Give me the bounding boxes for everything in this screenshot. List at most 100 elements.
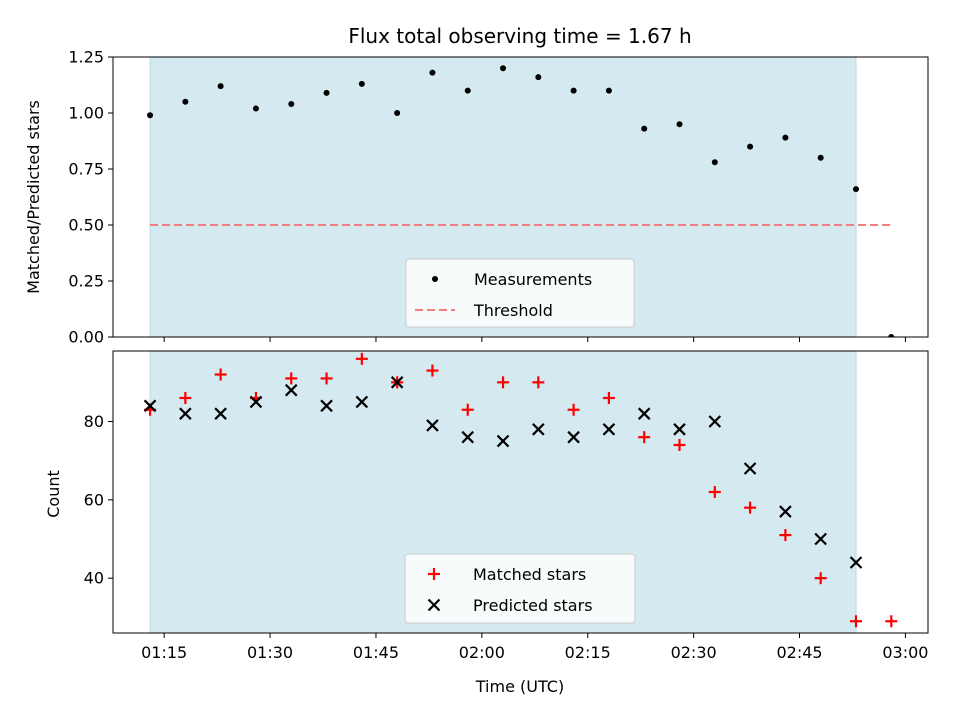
top-series0-point-6 (358, 80, 365, 87)
top-ytick-label-0: 0.00 (68, 328, 104, 347)
bottom-series1-point-0 (143, 399, 157, 413)
bottom-series0-point-11 (532, 376, 545, 389)
bottom-legend-swatch-0 (428, 568, 440, 580)
bottom-series1-point-3-b (249, 395, 263, 409)
top-legend-label-1: Threshold (473, 301, 553, 320)
bottom-series1-point-14-b (637, 407, 651, 420)
top-series0-point-8 (429, 69, 436, 76)
bottom-series1-point-1-b (179, 407, 192, 420)
top-series0-point-16 (711, 159, 718, 166)
top-series0-point-12 (570, 87, 577, 94)
bottom-xtick-label-3: 02:00 (459, 643, 505, 662)
bottom-series1-point-9-b (461, 430, 475, 444)
bottom-series1-point-15-b (673, 423, 686, 436)
bottom-series0-point-19 (814, 572, 827, 585)
bottom-series0-point-15 (673, 439, 686, 451)
bottom-legend-swatch-1-b (427, 598, 441, 612)
bottom-legend-swatch-1 (427, 598, 441, 612)
top-series0-point-5 (323, 89, 330, 96)
bottom-series1-point-3 (249, 395, 263, 409)
top-series0-point-7 (394, 110, 401, 116)
bottom-series0-point-1 (179, 392, 192, 404)
bottom-series1-point-7-b (390, 376, 404, 389)
bottom-plot-area (143, 352, 898, 628)
top-ytick-label-5: 1.25 (68, 48, 104, 67)
top-legend-swatch-0 (432, 276, 438, 282)
bottom-series1-point-1 (179, 407, 192, 420)
bottom-series0-point-6 (355, 352, 368, 365)
bottom-xtick-label-5: 02:30 (671, 643, 717, 662)
bottom-legend-label-1: Predicted stars (473, 596, 593, 615)
bottom-xtick-label-7: 03:00 (882, 643, 928, 662)
x-axis-label: Time (UTC) (475, 677, 564, 696)
bottom-series0-point-4 (285, 372, 298, 385)
top-ytick-label-1: 0.25 (68, 272, 104, 291)
bottom-y-axis-label: Count (44, 470, 63, 518)
bottom-ytick-label-0: 40 (84, 569, 104, 588)
chart-title: Flux total observing time = 1.67 h (348, 24, 691, 48)
bottom-series1-point-20-b (849, 556, 863, 569)
top-series0-point-13 (605, 87, 612, 94)
top-ytick-label-3: 0.75 (68, 160, 104, 179)
bottom-series1-point-12 (567, 430, 580, 444)
bottom-legend (404, 553, 636, 624)
bottom-series1-point-19 (814, 532, 827, 546)
top-series0-point-21 (888, 334, 895, 337)
top-ytick-label-2: 0.50 (68, 216, 104, 235)
bottom-series1-point-17 (743, 462, 757, 475)
bottom-series1-point-8 (426, 419, 439, 432)
top-legend-label-0: Measurements (474, 270, 592, 289)
bottom-series1-point-2-b (214, 407, 227, 420)
bottom-panel: 40 60 80 01:15 01:30 01:45 02:00 02:15 02:30 02:4… (84, 350, 929, 662)
bottom-series1-point-5 (320, 399, 333, 413)
bottom-series0-point-14 (638, 431, 651, 444)
bottom-xtick-label-1: 01:30 (247, 643, 293, 662)
bottom-series1-point-14 (637, 407, 651, 420)
bottom-ytick-label-1: 60 (84, 490, 104, 509)
bottom-series1-point-12-b (567, 430, 580, 444)
top-series0-point-17 (747, 143, 754, 150)
top-series0-point-15 (676, 121, 683, 128)
bottom-series1-point-11 (532, 423, 545, 436)
bottom-series1-point-16 (708, 415, 722, 428)
bottom-series1-point-16-b (708, 415, 722, 428)
bottom-series1-point-9 (461, 430, 475, 444)
bottom-frame (112, 350, 929, 634)
bottom-series1-point-13 (602, 423, 616, 436)
top-y-axis-label: Matched/Predicted stars (24, 100, 43, 294)
bottom-series0-point-2 (214, 368, 227, 381)
bottom-series0-point-12 (567, 403, 580, 416)
bottom-series0-point-13 (602, 392, 615, 404)
top-series0-point-9 (464, 87, 471, 94)
bottom-series1-point-18 (779, 505, 792, 518)
bottom-series0-point-5 (320, 372, 333, 385)
bottom-series1-point-7 (390, 376, 404, 389)
bottom-series1-point-6 (355, 395, 369, 409)
top-ytick-label-4: 1.00 (68, 104, 104, 123)
top-panel: 0.00 0.25 0.50 0.75 1.00 1.25 Measurements Thre… (68, 48, 929, 347)
bottom-series1-point-6-b (355, 395, 369, 409)
bottom-ytick-label-2: 80 (84, 412, 104, 431)
top-series0-point-18 (782, 134, 789, 141)
top-series0-point-20 (852, 186, 859, 193)
bottom-series1-point-8-b (426, 419, 439, 432)
bottom-series1-point-20 (849, 556, 863, 569)
bottom-series0-point-20 (849, 615, 862, 628)
bottom-xtick-label-2: 01:45 (353, 643, 399, 662)
bottom-series0-point-18 (779, 529, 792, 542)
bottom-series1-point-4-b (284, 383, 298, 397)
bottom-series1-point-13-b (602, 423, 616, 436)
bottom-series1-point-17-b (743, 462, 757, 475)
bottom-series1-point-11-b (532, 423, 545, 436)
top-series0-point-10 (500, 65, 507, 72)
top-series0-point-11 (535, 74, 542, 81)
bottom-xtick-label-4: 02:15 (565, 643, 611, 662)
bottom-series1-point-10-b (496, 434, 510, 448)
bottom-legend-label-0: Matched stars (473, 565, 586, 584)
bottom-series1-point-15 (673, 423, 686, 436)
top-series0-point-14 (641, 125, 648, 132)
bottom-series1-point-0-b (143, 399, 157, 413)
top-series0-point-0 (147, 112, 154, 119)
bottom-series0-point-21 (885, 615, 898, 628)
